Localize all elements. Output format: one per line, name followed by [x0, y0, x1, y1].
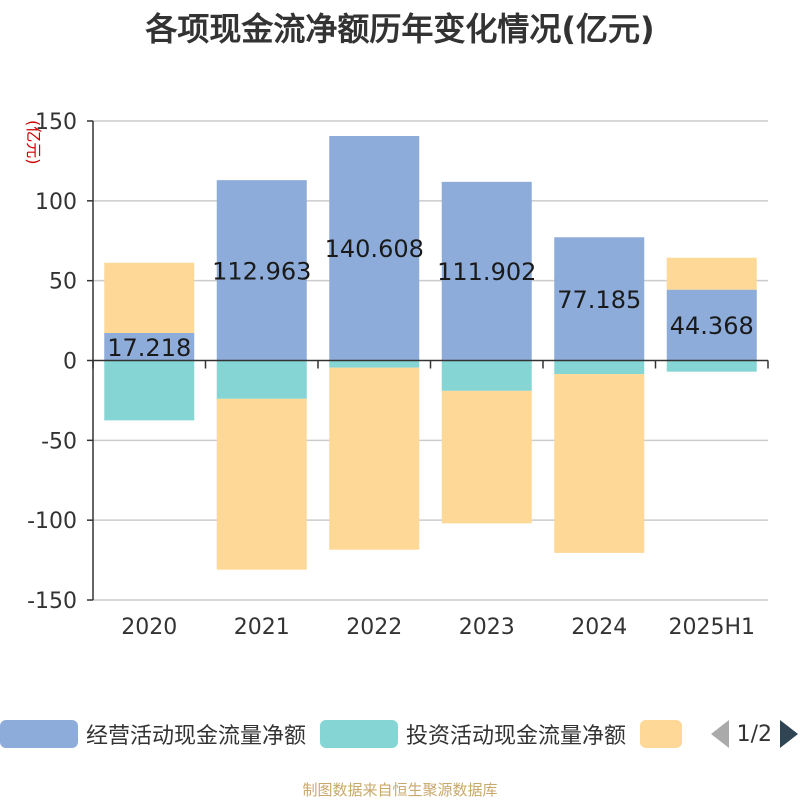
- bar-2-2020[interactable]: [104, 262, 195, 334]
- data-label: 17.218: [107, 334, 191, 362]
- y-tick-label: 0: [63, 350, 77, 375]
- legend-item-operating[interactable]: 经营活动现金流量净额: [0, 716, 306, 752]
- bar-1-2021[interactable]: [216, 360, 307, 399]
- data-label: 44.368: [670, 312, 754, 340]
- legend-swatch-operating: [0, 720, 78, 748]
- label-layer: 17.218 112.963 140.608 111.902 77.185 44.368: [107, 235, 753, 362]
- legend: 经营活动现金流量净额 投资活动现金流量净额 1/2: [0, 716, 800, 756]
- legend-pager: 1/2: [710, 716, 798, 752]
- bar-1-2023[interactable]: [441, 360, 532, 391]
- source-note: 制图数据来自恒生聚源数据库: [302, 781, 498, 799]
- y-axis-label: (亿元): [24, 120, 43, 165]
- legend-swatch-financing: [640, 720, 682, 748]
- bar-0-2024[interactable]: [554, 237, 645, 361]
- chart-plot: 150 100 50 0 -50 -100 -150 (亿元) 2020 2021 2022 2023…: [24, 110, 769, 640]
- data-label: 112.963: [212, 257, 311, 285]
- bar-0-2022[interactable]: [329, 135, 420, 361]
- legend-item-financing[interactable]: [640, 716, 682, 752]
- y-tick-label: -50: [41, 429, 77, 454]
- chevron-right-icon[interactable]: [780, 720, 798, 748]
- x-tick-label: 2022: [346, 615, 402, 640]
- bar-1-2024[interactable]: [554, 360, 645, 375]
- x-tick-label: 2021: [234, 615, 290, 640]
- y-tick-label: -150: [27, 589, 77, 614]
- x-tick-label: 2023: [459, 615, 515, 640]
- bar-2-2021[interactable]: [216, 398, 307, 570]
- bar-0-2025H1[interactable]: [666, 289, 757, 361]
- bar-1-2025H1[interactable]: [666, 360, 757, 372]
- y-tick-label: 100: [35, 190, 77, 215]
- data-label: 77.185: [557, 286, 641, 314]
- x-tick-label: 2020: [121, 615, 177, 640]
- axis-layer: 150 100 50 0 -50 -100 -150 (亿元) 2020 2021 2022 2023…: [24, 110, 769, 640]
- bar-0-2020[interactable]: [104, 333, 195, 361]
- chevron-left-icon[interactable]: [710, 720, 729, 748]
- legend-swatch-investing: [320, 720, 398, 748]
- y-tick-label: 50: [49, 270, 77, 295]
- chart-title: 各项现金流净额历年变化情况(亿元): [145, 10, 655, 48]
- legend-item-investing[interactable]: 投资活动现金流量净额: [320, 716, 626, 752]
- data-label: 111.902: [437, 258, 536, 286]
- legend-label-operating: 经营活动现金流量净额: [86, 724, 307, 749]
- bar-2-2024[interactable]: [554, 374, 645, 553]
- y-tick-label: -100: [27, 509, 77, 534]
- legend-page-indicator: 1/2: [736, 721, 772, 747]
- bar-0-2023[interactable]: [441, 181, 532, 361]
- bar-1-2022[interactable]: [329, 360, 420, 368]
- x-tick-label: 2025H1: [668, 615, 755, 640]
- data-label: 140.608: [325, 235, 424, 263]
- bar-2-2025H1[interactable]: [666, 257, 757, 290]
- bar-2-2023[interactable]: [441, 390, 532, 524]
- bar-layer: [104, 135, 757, 570]
- bar-2-2022[interactable]: [329, 367, 420, 550]
- grid-layer: [93, 120, 768, 601]
- y-tick-label: 150: [35, 110, 77, 135]
- bar-0-2021[interactable]: [216, 180, 307, 361]
- bar-1-2020[interactable]: [104, 360, 195, 421]
- x-tick-label: 2024: [571, 615, 627, 640]
- legend-label-investing: 投资活动现金流量净额: [406, 724, 627, 749]
